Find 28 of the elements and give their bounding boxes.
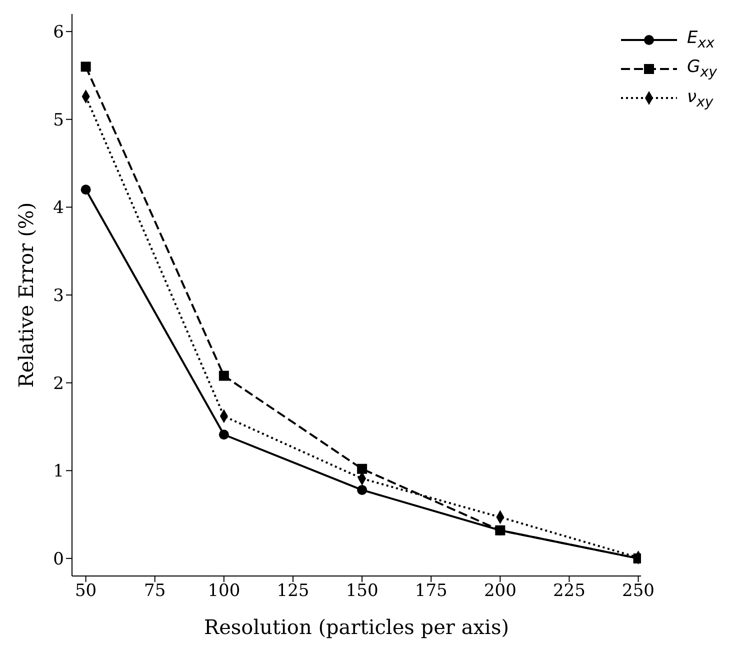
x-tick-label: 100: [208, 581, 240, 602]
legend-label: E$_{xx}$: [687, 28, 715, 52]
point: [357, 464, 368, 474]
y-axis-title: Relative Error (%): [14, 202, 38, 388]
y-tick-label: 6: [53, 22, 64, 43]
point: [495, 525, 506, 536]
y-tick-label: 1: [53, 462, 64, 482]
point: [80, 184, 91, 195]
y-tick-label: 2: [53, 374, 64, 394]
x-tick-label: 225: [553, 581, 586, 602]
x-axis-title: Resolution (particles per axis): [204, 615, 510, 639]
legend-label: G$_{xy}$: [687, 57, 717, 81]
y-tick-label: 5: [53, 110, 64, 130]
x-tick-label: 200: [484, 581, 516, 602]
x-tick-label: 75: [144, 581, 166, 602]
x-tick-label: 150: [346, 581, 378, 602]
y-tick-label: 0: [53, 549, 64, 570]
x-tick-label: 50: [74, 581, 97, 602]
y-tick-label: 3: [53, 286, 64, 306]
x-tick-label: 175: [414, 581, 448, 602]
point: [357, 484, 368, 495]
x-tick-label: 125: [276, 581, 310, 602]
point: [218, 430, 229, 440]
x-tick-label: 250: [622, 581, 655, 602]
legend-label: ν$_{xy}$: [687, 86, 714, 110]
point: [218, 370, 229, 381]
point: [80, 62, 91, 72]
y-tick-label: 4: [53, 198, 64, 218]
